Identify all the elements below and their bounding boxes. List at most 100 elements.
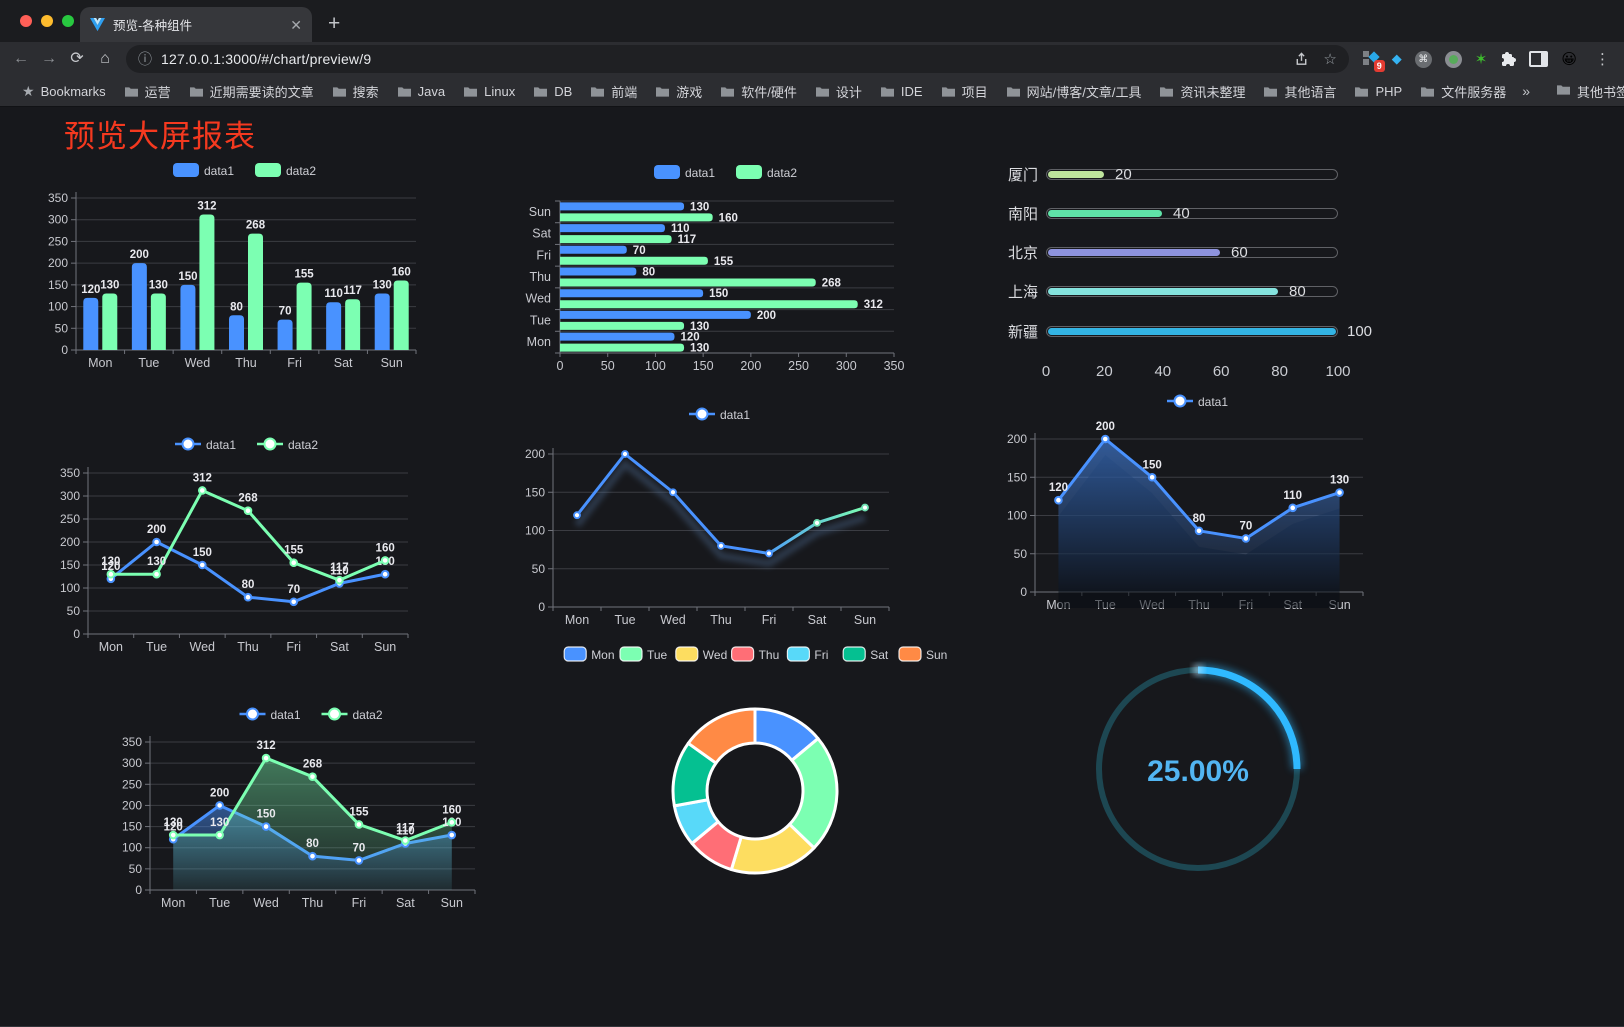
bookmark-folder[interactable]: 游戏 bbox=[647, 79, 710, 104]
legend-item-data1[interactable]: data1 bbox=[175, 437, 236, 452]
chart-area-two-series[interactable]: data1 data2 0 50 100 150 200 250 300 350 Mon Tue Wed… bbox=[105, 696, 485, 926]
legend-item-data2[interactable]: data2 bbox=[736, 165, 797, 180]
svg-text:Wed: Wed bbox=[660, 613, 686, 627]
bookmark-folder[interactable]: 网站/博客/文章/工具 bbox=[998, 79, 1150, 104]
c2-canvas: data1 data2 0 50 100 150 200 250 300 350 Sun 130 160… bbox=[526, 165, 904, 373]
bookmark-folder[interactable]: IDE bbox=[872, 81, 931, 102]
chart-donut[interactable]: Mon Tue Wed Thu Fri Sat Sun bbox=[555, 641, 955, 901]
legend-item-data1[interactable]: data1 bbox=[654, 165, 715, 180]
donut-slice-Sun[interactable] bbox=[686, 707, 757, 765]
svg-text:120: 120 bbox=[1049, 482, 1068, 494]
svg-text:data1: data1 bbox=[1198, 395, 1228, 409]
chart-bar-vertical[interactable]: data1 data2 0 50 100 150 200 250 300 350 Mon Tue Wed… bbox=[40, 153, 470, 378]
legend-item-data1[interactable]: data1 bbox=[173, 163, 234, 178]
tab-close-icon[interactable]: ✕ bbox=[290, 16, 302, 33]
svg-text:Sat: Sat bbox=[334, 356, 353, 370]
extension-grid-icon[interactable]: 9 bbox=[1362, 51, 1385, 72]
bookmark-folder[interactable]: 资讯未整理 bbox=[1151, 79, 1253, 104]
minimize-window-button[interactable] bbox=[41, 15, 53, 27]
svg-text:130: 130 bbox=[164, 817, 183, 829]
maximize-window-button[interactable] bbox=[62, 15, 74, 27]
folder-icon bbox=[720, 85, 735, 98]
bookmark-folder[interactable]: 设计 bbox=[807, 79, 870, 104]
chart-line-area-single[interactable]: data1050100150200MonTueWedThuFriSatSun12… bbox=[985, 387, 1370, 632]
back-button[interactable]: ← bbox=[13, 50, 29, 67]
command-extension-icon[interactable]: ⌘ bbox=[1414, 50, 1432, 68]
new-tab-button[interactable]: + bbox=[328, 12, 341, 35]
svg-text:0: 0 bbox=[135, 883, 142, 897]
address-bar[interactable]: ⓘ 127.0.0.1:3000/#/chart/preview/9 ☆ bbox=[126, 45, 1349, 73]
chart-progress-list[interactable]: 厦门 20 南阳 40 北京 60 上海 80 新疆 100 0 20 40 60 80 100 bbox=[980, 151, 1420, 391]
home-button[interactable]: ⌂ bbox=[100, 50, 110, 67]
site-info-icon[interactable]: ⓘ bbox=[138, 51, 152, 67]
browser-menu-icon[interactable]: ⋮ bbox=[1595, 51, 1610, 68]
svg-text:Fri: Fri bbox=[286, 640, 301, 654]
reload-button[interactable]: ⟳ bbox=[70, 50, 84, 67]
legend-item-data2[interactable]: data2 bbox=[321, 707, 383, 722]
bookmark-folder[interactable]: 前端 bbox=[582, 79, 645, 104]
folder-icon bbox=[590, 85, 605, 98]
bookmark-folder[interactable]: 软件/硬件 bbox=[712, 79, 805, 104]
legend-item-data1[interactable]: data1 bbox=[689, 407, 750, 422]
svg-text:Thu: Thu bbox=[237, 640, 259, 654]
bookmark-folder[interactable]: DB bbox=[525, 81, 580, 102]
svg-text:0: 0 bbox=[1020, 585, 1027, 599]
svg-text:Tue: Tue bbox=[614, 613, 635, 627]
legend-item-Thu[interactable]: Thu bbox=[731, 646, 780, 662]
legend-item-data2[interactable]: data2 bbox=[255, 163, 316, 178]
legend-item-Wed[interactable]: Wed bbox=[675, 646, 727, 662]
green-star-extension-icon[interactable]: ✶ bbox=[1474, 51, 1488, 68]
bookmark-folder[interactable]: PHP bbox=[1346, 81, 1410, 102]
chart-bar-horizontal[interactable]: data1 data2 0 50 100 150 200 250 300 350 Sun 130 160… bbox=[498, 153, 908, 378]
bookmark-folder[interactable]: 其他语言 bbox=[1255, 79, 1344, 104]
bookmarks-root[interactable]: ★ Bookmarks bbox=[14, 80, 114, 103]
c6-canvas: data1050100150200MonTueWedThuFriSatSun12… bbox=[1007, 394, 1364, 612]
bookmark-star-icon[interactable]: ☆ bbox=[1323, 51, 1337, 68]
progress-track: 80 bbox=[1046, 283, 1338, 300]
svg-text:200: 200 bbox=[740, 359, 761, 373]
other-bookmarks[interactable]: 其他书签 bbox=[1548, 79, 1624, 104]
share-icon[interactable] bbox=[1294, 51, 1309, 67]
close-window-button[interactable] bbox=[20, 15, 32, 27]
side-panel-icon[interactable] bbox=[1529, 51, 1549, 67]
legend-item-Sat[interactable]: Sat bbox=[842, 646, 889, 662]
svg-text:200: 200 bbox=[1007, 432, 1027, 446]
puzzle-extensions-icon[interactable] bbox=[1500, 51, 1517, 67]
svg-text:300: 300 bbox=[836, 359, 857, 373]
gem-extension-icon[interactable]: ◆ bbox=[1391, 51, 1402, 66]
chart-gauge[interactable]: 25.00% bbox=[1040, 641, 1360, 906]
svg-text:150: 150 bbox=[709, 288, 728, 300]
forward-button[interactable]: → bbox=[41, 50, 57, 67]
chart-line-two-series[interactable]: data1 data2 0 50 100 150 200 250 300 350 Mon Tue Wed… bbox=[40, 431, 460, 666]
legend-item-data1[interactable]: data1 bbox=[1167, 394, 1228, 409]
svg-text:Sun: Sun bbox=[374, 640, 396, 654]
svg-text:117: 117 bbox=[396, 823, 415, 835]
svg-text:0: 0 bbox=[538, 600, 545, 614]
legend-item-data1[interactable]: data1 bbox=[239, 707, 301, 722]
bookmark-folder[interactable]: Java bbox=[389, 81, 453, 102]
profile-avatar[interactable]: 😀 bbox=[1561, 51, 1577, 68]
bookmark-folder[interactable]: 项目 bbox=[933, 79, 996, 104]
svg-text:110: 110 bbox=[1283, 490, 1302, 502]
svg-text:250: 250 bbox=[48, 234, 68, 248]
legend-item-data2[interactable]: data2 bbox=[257, 437, 318, 452]
progress-label: 上海 bbox=[1007, 283, 1038, 301]
record-extension-icon[interactable] bbox=[1444, 50, 1462, 68]
folder-icon bbox=[189, 85, 204, 98]
bookmark-folder[interactable]: 搜索 bbox=[324, 79, 387, 104]
chart-line-gradient-shadow[interactable]: data1 0 50 100 150 200 Mon Tue Wed Thu Fri Sat Sun bbox=[503, 399, 898, 639]
bookmarks-overflow-chevron[interactable]: » bbox=[1522, 83, 1531, 99]
bookmark-folder[interactable]: 文件服务器 bbox=[1412, 79, 1514, 104]
legend-item-Fri[interactable]: Fri bbox=[786, 646, 828, 662]
browser-tab[interactable]: 预览-各种组件 ✕ bbox=[80, 7, 312, 42]
bookmark-folder[interactable]: 运营 bbox=[116, 79, 179, 104]
legend-item-Mon[interactable]: Mon bbox=[563, 646, 615, 662]
legend-item-Tue[interactable]: Tue bbox=[619, 646, 668, 662]
svg-text:50: 50 bbox=[532, 562, 546, 576]
legend-item-Sun[interactable]: Sun bbox=[898, 646, 947, 662]
bookmark-folder[interactable]: 近期需要读的文章 bbox=[181, 79, 322, 104]
svg-text:200: 200 bbox=[147, 524, 166, 536]
bookmark-folder[interactable]: Linux bbox=[455, 81, 523, 102]
svg-text:100: 100 bbox=[1007, 509, 1027, 523]
bookmarks-bar: ★ Bookmarks 运营 近期需要读的文章 搜索 Java Linux DB 前端 游戏软… bbox=[0, 76, 1624, 107]
